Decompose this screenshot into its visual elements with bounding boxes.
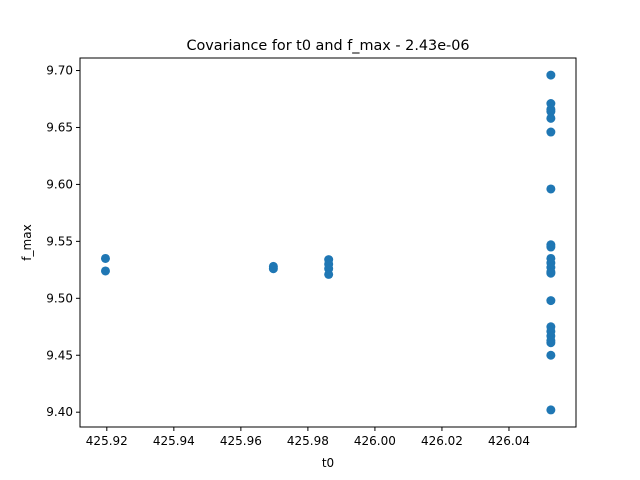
points-layer: [100, 70, 556, 415]
data-point: [546, 338, 556, 348]
data-point: [546, 107, 556, 117]
data-point: [546, 127, 556, 137]
x-tick-label: 426.04: [488, 434, 530, 448]
chart-title: Covariance for t0 and f_max - 2.43e-06: [186, 38, 469, 54]
x-tick-label: 426.02: [421, 434, 463, 448]
x-tick-label: 425.98: [287, 434, 329, 448]
x-tick-label: 425.92: [86, 434, 128, 448]
data-point: [100, 266, 110, 276]
x-axis-label: t0: [322, 456, 334, 470]
data-point: [324, 269, 334, 279]
plot-frame: [79, 57, 577, 428]
y-tick-label: 9.55: [46, 234, 73, 248]
data-point: [546, 405, 556, 415]
x-axis: 425.92 425.94 425.96 425.98 426.00 426.02 426.…: [86, 427, 530, 448]
data-point: [546, 113, 556, 123]
data-point: [546, 268, 556, 278]
y-tick-label: 9.40: [46, 405, 73, 419]
y-tick-label: 9.50: [46, 291, 73, 305]
data-point: [546, 70, 556, 80]
y-tick-label: 9.60: [46, 177, 73, 191]
y-axis: 9.40 9.45 9.50 9.55 9.60 9.65 9.70: [46, 64, 80, 419]
y-tick-label: 9.65: [46, 120, 73, 134]
x-tick-label: 425.94: [153, 434, 195, 448]
x-tick-label: 425.96: [220, 434, 262, 448]
y-axis-label: f_max: [20, 224, 34, 260]
data-point: [546, 242, 556, 252]
data-point: [546, 296, 556, 306]
data-point: [546, 350, 556, 360]
data-point: [268, 264, 278, 274]
y-tick-label: 9.70: [46, 64, 73, 78]
data-point: [546, 184, 556, 194]
y-tick-label: 9.45: [46, 348, 73, 362]
data-point: [100, 253, 110, 263]
x-tick-label: 426.00: [354, 434, 396, 448]
